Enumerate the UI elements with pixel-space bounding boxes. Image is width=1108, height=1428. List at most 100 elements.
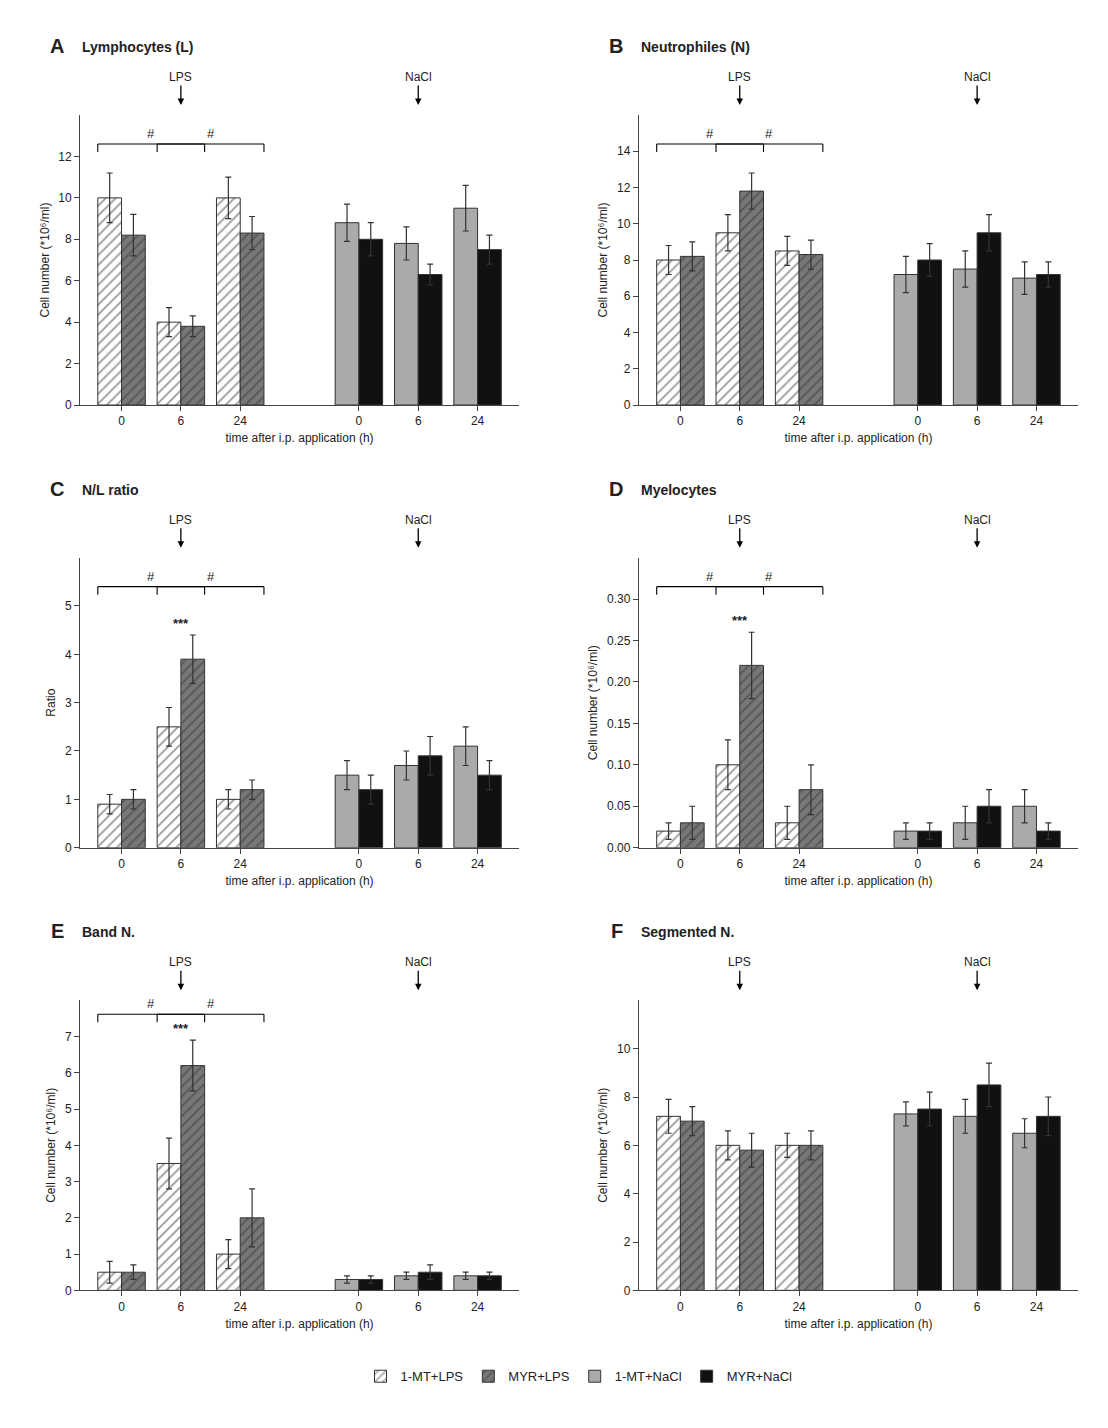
svg-text:3: 3 [65, 1175, 72, 1189]
svg-text:MYR+LPS: MYR+LPS [508, 1369, 569, 1384]
svg-text:E: E [51, 920, 64, 942]
svg-text:#: # [147, 126, 155, 141]
svg-text:6: 6 [178, 414, 185, 428]
svg-text:0: 0 [65, 398, 72, 412]
svg-text:6: 6 [974, 414, 981, 428]
svg-text:12: 12 [58, 150, 72, 164]
svg-text:6: 6 [415, 414, 422, 428]
svg-text:Cell number (*10⁶/ml): Cell number (*10⁶/ml) [44, 1088, 58, 1203]
svg-text:Myelocytes: Myelocytes [641, 482, 717, 498]
svg-text:24: 24 [234, 1300, 248, 1314]
svg-text:24: 24 [471, 1300, 485, 1314]
svg-text:1: 1 [65, 1247, 72, 1261]
svg-text:0: 0 [624, 1284, 631, 1298]
svg-text:8: 8 [624, 253, 631, 267]
svg-text:N/L ratio: N/L ratio [82, 482, 139, 498]
svg-text:NaCl: NaCl [405, 955, 432, 969]
svg-text:0: 0 [65, 1284, 72, 1298]
svg-text:#: # [706, 126, 714, 141]
svg-text:#: # [147, 569, 155, 584]
svg-text:Cell number (*10⁶/ml): Cell number (*10⁶/ml) [596, 203, 610, 318]
svg-text:B: B [609, 35, 623, 57]
svg-text:24: 24 [234, 414, 248, 428]
svg-text:Ratio: Ratio [44, 688, 58, 716]
svg-text:0: 0 [356, 414, 363, 428]
svg-text:#: # [706, 569, 714, 584]
svg-text:time after i.p. application (h: time after i.p. application (h) [226, 431, 374, 445]
svg-text:3: 3 [65, 696, 72, 710]
svg-text:0: 0 [118, 857, 125, 871]
svg-text:NaCl: NaCl [405, 513, 432, 527]
svg-text:0: 0 [65, 841, 72, 855]
svg-text:10: 10 [617, 217, 631, 231]
svg-text:Cell number (*10⁶/ml): Cell number (*10⁶/ml) [38, 203, 52, 318]
svg-text:0: 0 [914, 857, 921, 871]
svg-text:NaCl: NaCl [405, 70, 432, 84]
svg-text:0.05: 0.05 [607, 799, 631, 813]
svg-text:6: 6 [178, 1300, 185, 1314]
svg-text:24: 24 [234, 857, 248, 871]
svg-text:#: # [207, 126, 215, 141]
svg-text:24: 24 [1030, 414, 1044, 428]
svg-text:8: 8 [624, 1090, 631, 1104]
svg-text:6: 6 [178, 857, 185, 871]
svg-text:6: 6 [736, 414, 743, 428]
svg-text:0: 0 [356, 1300, 363, 1314]
svg-text:6: 6 [624, 289, 631, 303]
svg-text:1-MT+LPS: 1-MT+LPS [401, 1369, 464, 1384]
svg-text:2: 2 [624, 1235, 631, 1249]
svg-text:24: 24 [1030, 857, 1044, 871]
svg-text:LPS: LPS [169, 70, 192, 84]
svg-text:time after i.p. application (h: time after i.p. application (h) [226, 1317, 374, 1331]
svg-text:#: # [765, 569, 773, 584]
svg-text:F: F [611, 920, 623, 942]
svg-text:4: 4 [65, 648, 72, 662]
svg-text:0: 0 [118, 414, 125, 428]
svg-text:C: C [50, 478, 64, 500]
svg-text:6: 6 [736, 857, 743, 871]
svg-text:#: # [765, 126, 773, 141]
svg-text:0.20: 0.20 [607, 675, 631, 689]
svg-text:A: A [50, 35, 64, 57]
svg-text:4: 4 [65, 1139, 72, 1153]
svg-text:6: 6 [624, 1139, 631, 1153]
svg-text:0: 0 [677, 857, 684, 871]
svg-text:time after i.p. application (h: time after i.p. application (h) [784, 874, 932, 888]
svg-text:2: 2 [65, 744, 72, 758]
svg-text:7: 7 [65, 1030, 72, 1044]
svg-text:6: 6 [65, 274, 72, 288]
svg-text:24: 24 [471, 857, 485, 871]
svg-text:LPS: LPS [169, 955, 192, 969]
svg-text:LPS: LPS [728, 70, 751, 84]
svg-text:1: 1 [65, 793, 72, 807]
svg-text:#: # [207, 569, 215, 584]
svg-text:0: 0 [677, 414, 684, 428]
svg-text:NaCl: NaCl [964, 513, 991, 527]
svg-text:Cell number (*10⁶/ml): Cell number (*10⁶/ml) [586, 645, 600, 760]
svg-text:1-MT+NaCl: 1-MT+NaCl [615, 1369, 682, 1384]
svg-text:0: 0 [914, 414, 921, 428]
svg-text:8: 8 [65, 232, 72, 246]
svg-text:0.25: 0.25 [607, 634, 631, 648]
svg-text:LPS: LPS [169, 513, 192, 527]
svg-text:6: 6 [974, 1300, 981, 1314]
svg-text:24: 24 [471, 414, 485, 428]
svg-text:0.00: 0.00 [607, 841, 631, 855]
svg-text:12: 12 [617, 181, 631, 195]
svg-text:MYR+NaCl: MYR+NaCl [727, 1369, 792, 1384]
svg-text:LPS: LPS [728, 513, 751, 527]
svg-text:0: 0 [677, 1300, 684, 1314]
svg-text:24: 24 [1030, 1300, 1044, 1314]
svg-text:Lymphocytes (L): Lymphocytes (L) [82, 39, 194, 55]
svg-text:5: 5 [65, 1102, 72, 1116]
svg-text:10: 10 [58, 191, 72, 205]
svg-text:6: 6 [736, 1300, 743, 1314]
svg-text:24: 24 [792, 414, 806, 428]
svg-text:#: # [147, 996, 155, 1011]
svg-text:6: 6 [65, 1066, 72, 1080]
svg-text:NaCl: NaCl [964, 70, 991, 84]
svg-text:4: 4 [624, 326, 631, 340]
svg-text:time after i.p. application (h: time after i.p. application (h) [784, 431, 932, 445]
svg-text:0.15: 0.15 [607, 717, 631, 731]
svg-text:6: 6 [415, 857, 422, 871]
